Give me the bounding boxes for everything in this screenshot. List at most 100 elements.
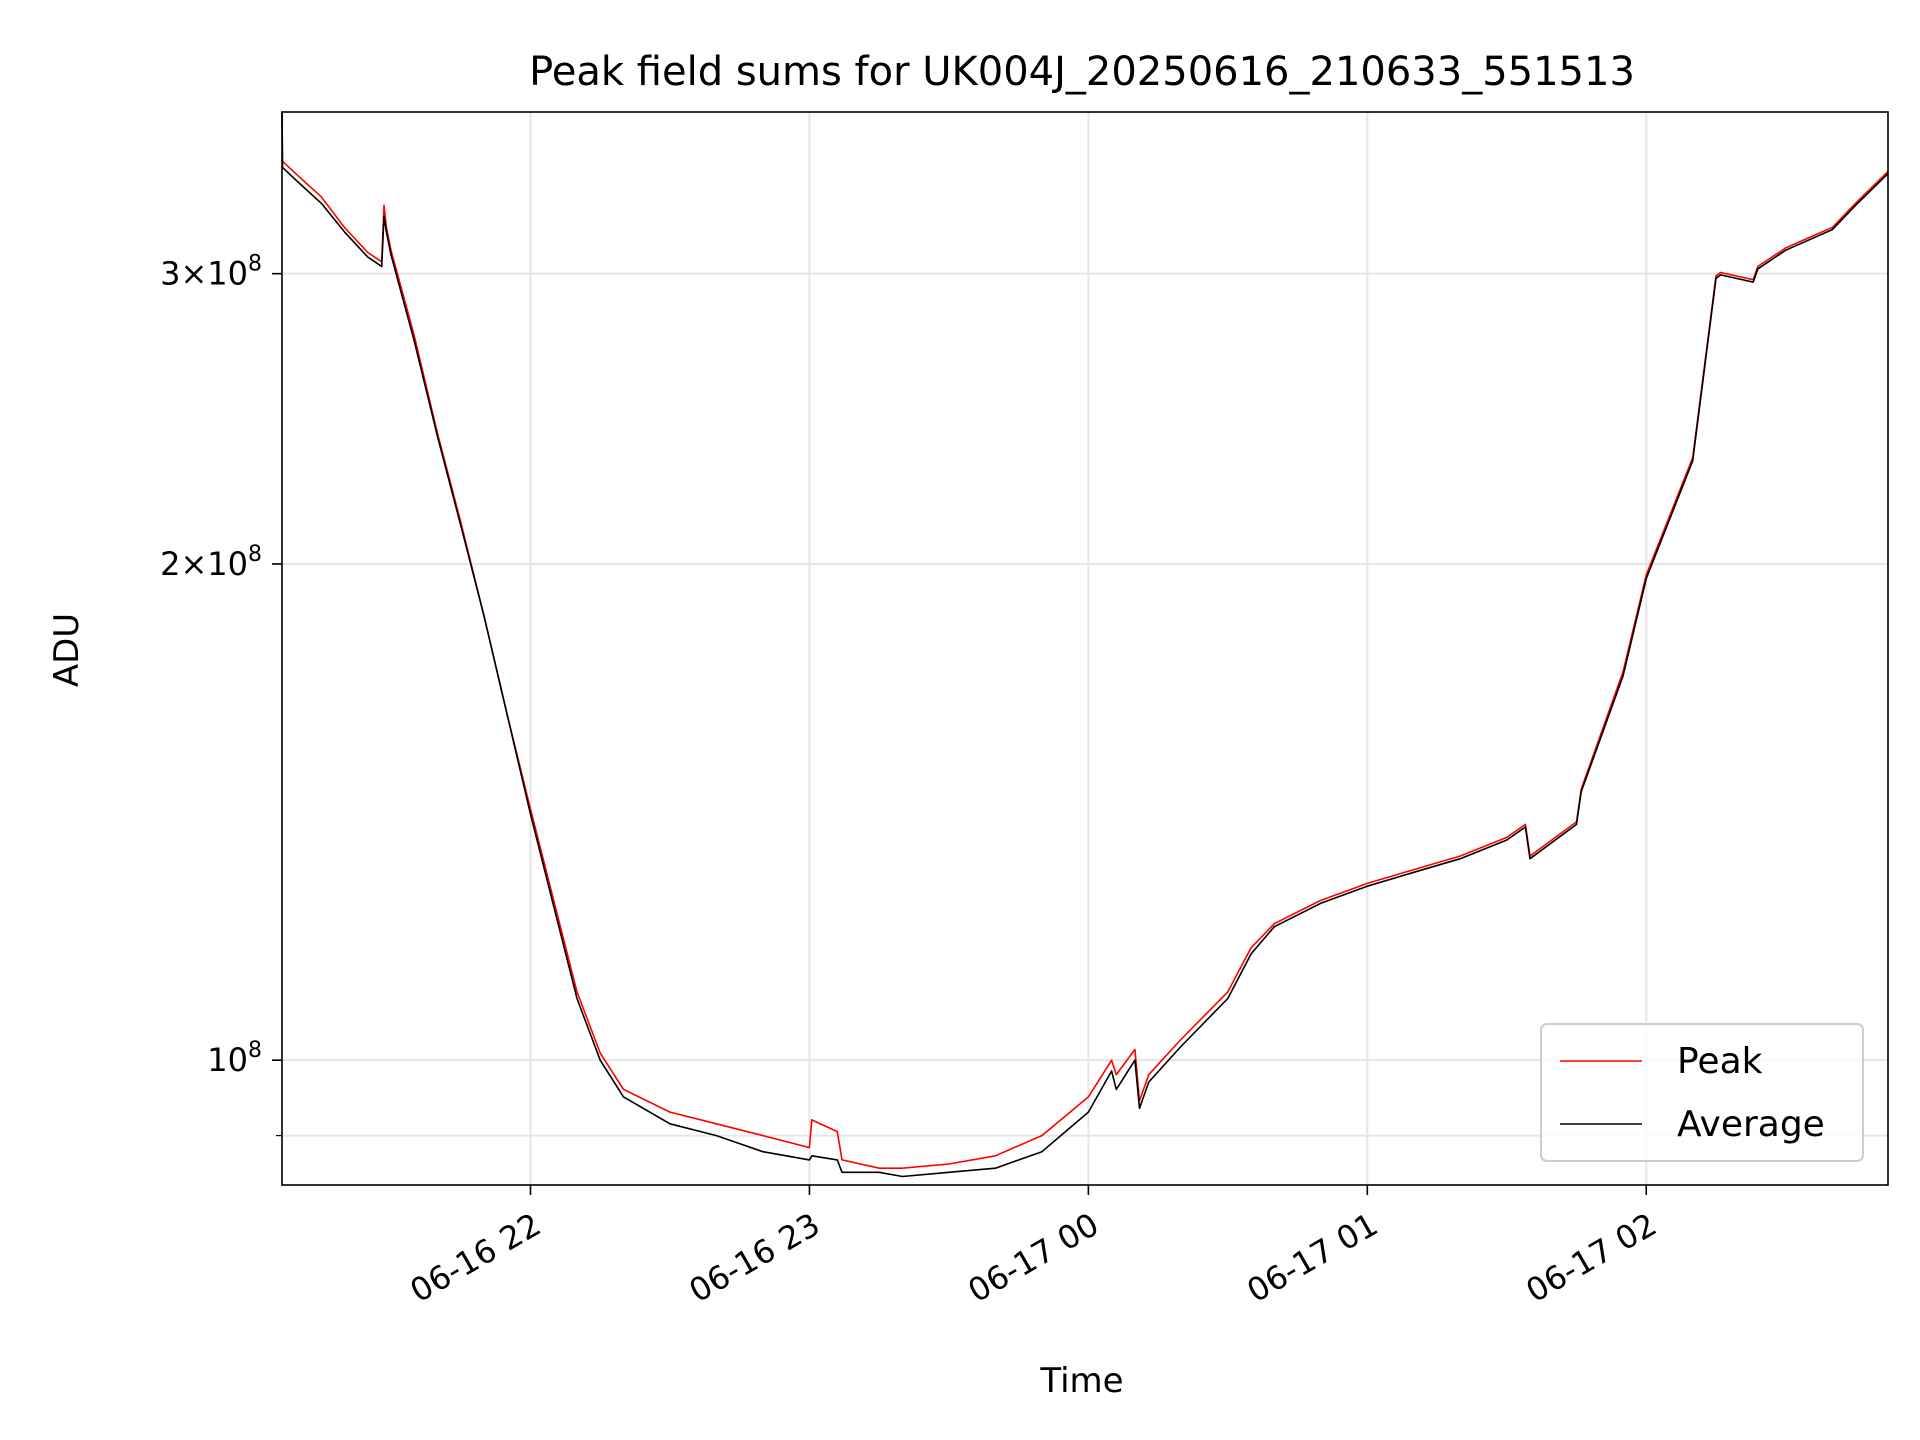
data-point-peak	[1831, 226, 1833, 229]
data-point-peak	[1459, 855, 1461, 857]
chart-title: Peak field sums for UK004J_20250616_2106…	[529, 49, 1635, 95]
data-point-average	[1715, 277, 1717, 279]
data-point-average	[367, 256, 369, 258]
data-point-average	[1413, 871, 1415, 873]
data-point-average	[1366, 885, 1368, 887]
data-point-peak	[1720, 271, 1722, 274]
data-point-peak	[413, 335, 415, 337]
data-point-average	[1134, 1059, 1136, 1061]
data-point-peak	[1273, 923, 1275, 925]
data-point-average	[669, 1123, 671, 1125]
data-point-average	[460, 525, 462, 527]
data-point-average	[1250, 953, 1252, 955]
y-tick-base: 10	[207, 255, 248, 293]
data-point-peak	[1087, 1096, 1089, 1098]
data-point-average	[483, 615, 485, 617]
data-point-average	[1320, 902, 1322, 904]
data-point-average	[1622, 675, 1624, 677]
data-point-peak	[1757, 265, 1759, 268]
data-point-average	[297, 181, 299, 183]
data-point-average	[553, 905, 555, 907]
data-point-average	[1720, 274, 1722, 276]
data-point-peak	[811, 1119, 813, 1121]
data-point-peak	[320, 196, 322, 198]
y-tick-exponent: 8	[248, 252, 262, 277]
data-point-average	[622, 1096, 625, 1098]
data-point-peak	[1115, 1074, 1117, 1076]
data-point-average	[1273, 926, 1275, 928]
data-point-peak	[1506, 836, 1508, 839]
data-point-average	[1506, 839, 1508, 841]
legend: Peak Average	[1540, 1023, 1864, 1162]
data-point-peak	[622, 1088, 625, 1090]
data-point-average	[762, 1151, 764, 1153]
data-point-average	[320, 202, 322, 204]
data-point-peak	[808, 1147, 811, 1149]
data-point-average	[413, 340, 415, 342]
data-point-peak	[1320, 899, 1322, 902]
y-tick-mantissa: 2	[160, 545, 180, 583]
data-point-peak	[1134, 1048, 1136, 1051]
legend-average-label: Average	[1677, 1104, 1825, 1145]
data-point-peak	[1180, 1038, 1182, 1040]
data-point-peak	[1111, 1059, 1113, 1061]
data-point-average	[1087, 1111, 1089, 1113]
data-point-peak	[836, 1131, 838, 1133]
data-point-average	[901, 1175, 904, 1178]
data-point-peak	[297, 175, 299, 177]
data-point-peak	[553, 899, 555, 902]
data-point-peak	[1041, 1135, 1043, 1137]
y-tick-label: 2×108	[160, 542, 262, 583]
data-point-average	[1524, 826, 1526, 828]
data-point-peak	[878, 1167, 880, 1169]
data-point-peak	[762, 1135, 764, 1137]
x-axis-label: Time	[1039, 1361, 1123, 1401]
data-point-average	[1692, 460, 1694, 462]
y-tick-exponent: 8	[248, 542, 262, 567]
data-point-peak	[576, 991, 578, 993]
data-point-average	[1148, 1081, 1150, 1083]
legend-peak-label: Peak	[1677, 1041, 1763, 1082]
y-tick-times-sign: ×	[180, 255, 207, 293]
data-point-average	[381, 265, 383, 268]
data-point-average	[836, 1159, 838, 1161]
data-point-average	[599, 1059, 601, 1061]
data-point-average	[390, 254, 392, 256]
axes-frame	[281, 111, 1889, 1186]
data-point-average	[436, 435, 439, 437]
data-point-peak	[669, 1111, 671, 1113]
data-point-peak	[1148, 1074, 1150, 1076]
data-point-peak	[343, 226, 346, 229]
data-point-average	[1180, 1045, 1182, 1047]
data-point-peak	[1250, 947, 1252, 949]
series-line-average	[281, 111, 1889, 1178]
data-point-peak	[1785, 247, 1787, 249]
series-line-peak	[281, 111, 1889, 1169]
data-point-average	[1138, 1107, 1141, 1109]
data-point-average	[994, 1167, 997, 1169]
y-tick-label: 108	[207, 1038, 262, 1079]
data-point-average	[1831, 229, 1833, 231]
data-point-peak	[994, 1155, 997, 1157]
data-point-average	[1529, 858, 1531, 860]
data-point-average	[1752, 281, 1754, 283]
data-point-peak	[599, 1052, 601, 1054]
data-point-average	[576, 997, 578, 1000]
data-point-average	[878, 1171, 880, 1173]
data-point-average	[808, 1159, 811, 1161]
legend-box	[1540, 1023, 1864, 1162]
data-point-average	[529, 813, 532, 815]
data-point-average	[506, 714, 508, 716]
data-point-peak	[1366, 882, 1368, 885]
plot-lines	[281, 111, 1889, 1178]
data-point-peak	[1854, 202, 1857, 204]
data-point-average	[383, 215, 385, 217]
y-tick-label: 3×108	[160, 252, 262, 293]
y-tick-base: 10	[207, 545, 248, 583]
y-tick-base: 10	[207, 1041, 248, 1079]
data-point-peak	[901, 1167, 904, 1169]
data-point-average	[1115, 1088, 1117, 1090]
